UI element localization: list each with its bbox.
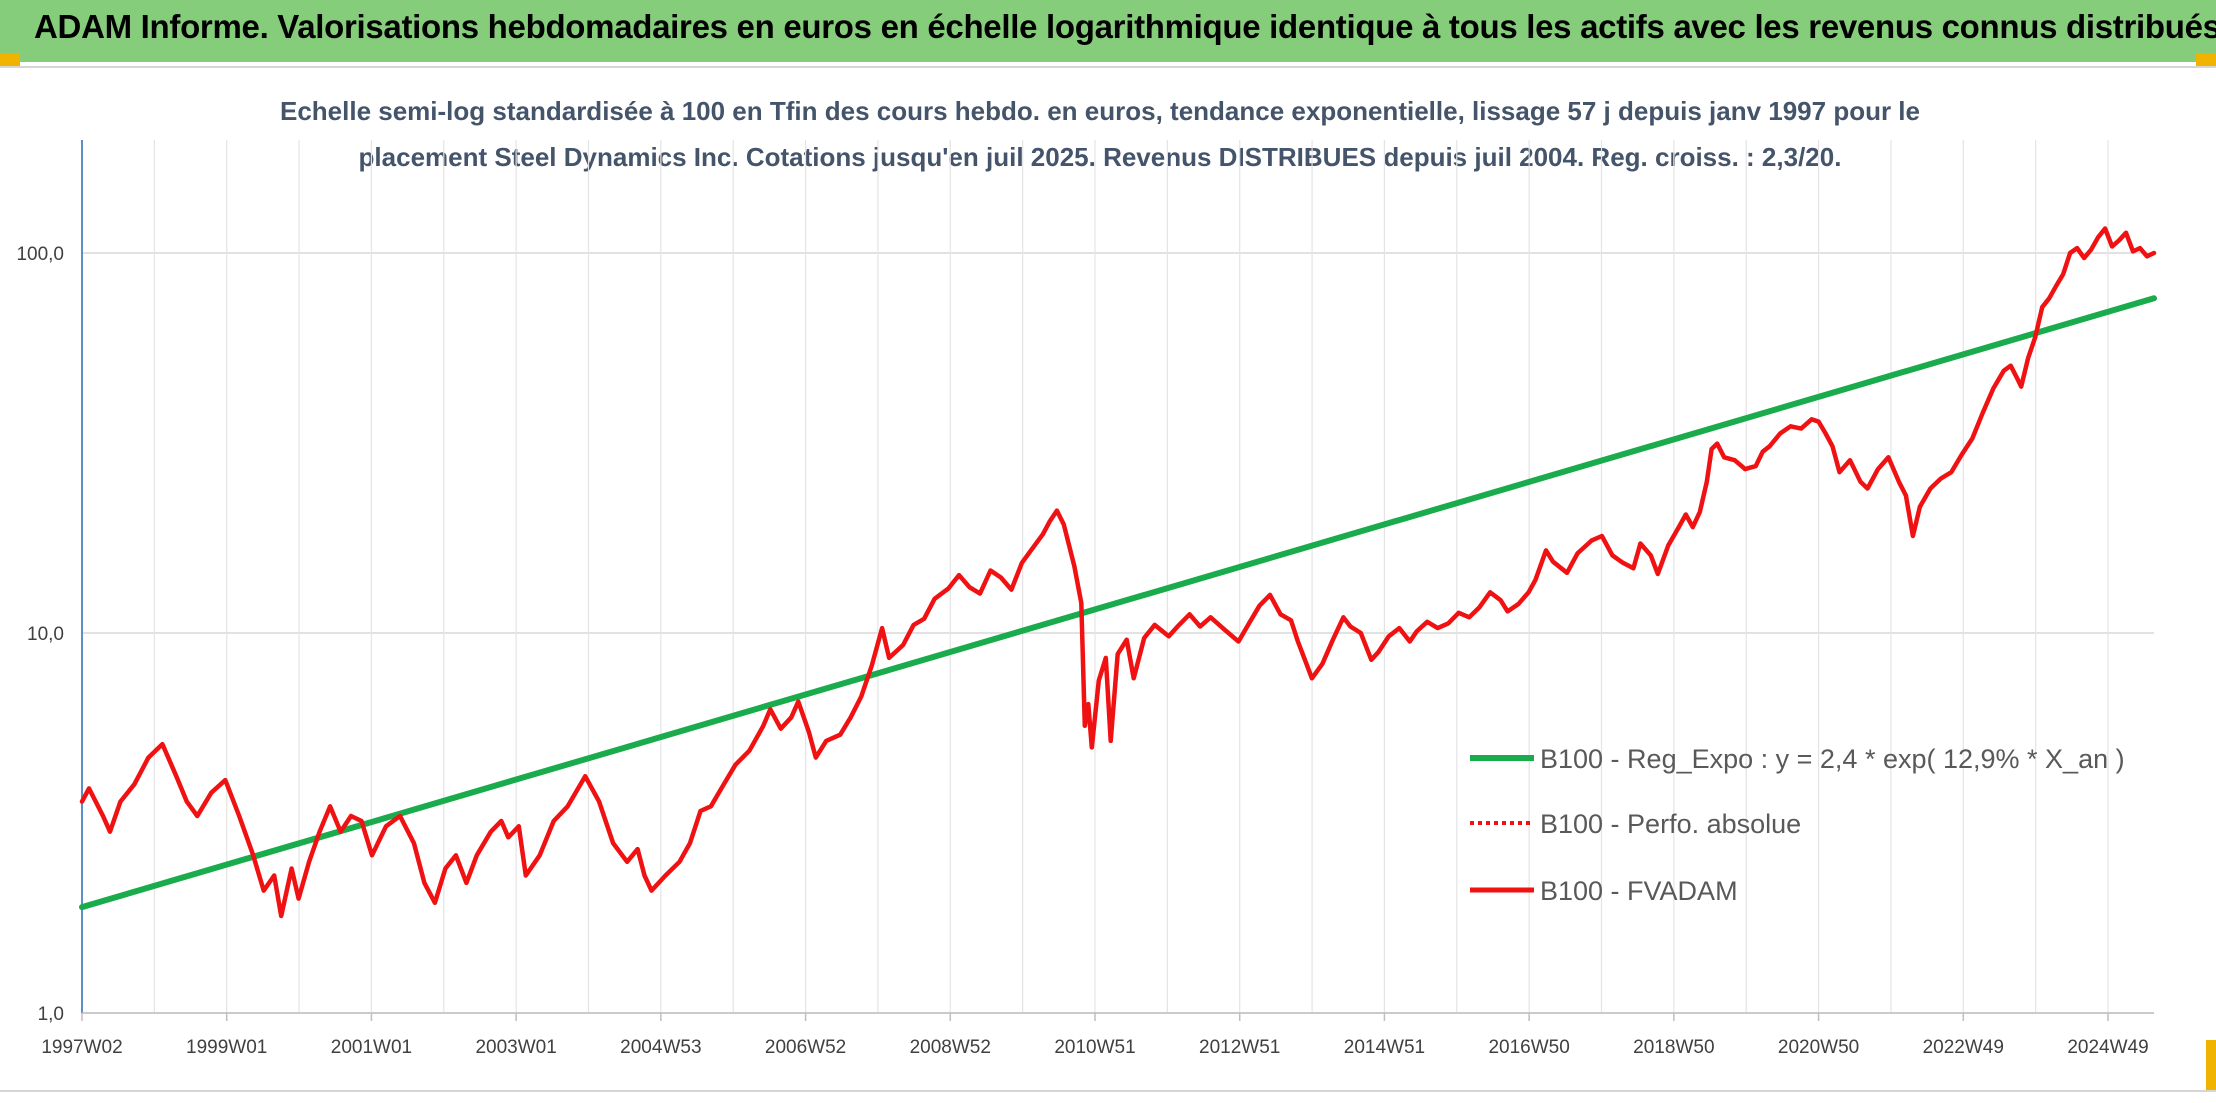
legend-item-reg-expo-label: B100 - Reg_Expo : y = 2,4 * exp( 12,9% *… — [1540, 744, 2125, 774]
frame-bottom-line — [0, 1090, 2216, 1092]
x-tick-label: 2004W53 — [620, 1037, 701, 1058]
frame-top-line — [0, 66, 2216, 68]
series-lines — [79, 226, 2157, 919]
report-banner: ADAM Informe. Valorisations hebdomadaire… — [0, 0, 2216, 62]
corner-marker-right — [2196, 54, 2216, 68]
chart-title-line-1: Echelle semi-log standardisée à 100 en T… — [279, 96, 1920, 126]
x-tick-label: 2010W51 — [1054, 1037, 1135, 1058]
gridlines — [81, 140, 2154, 1014]
y-tick-label: 10,0 — [27, 624, 64, 645]
x-tick-label: 2020W50 — [1778, 1037, 1859, 1058]
x-tick-label: 2001W01 — [331, 1037, 412, 1058]
series-line-fvadam — [79, 226, 2157, 919]
y-tick-label: 100,0 — [16, 244, 64, 265]
corner-marker-left — [0, 54, 20, 68]
legend-item-fvadam-label: B100 - FVADAM — [1540, 876, 1738, 906]
x-tick-label: 2014W51 — [1344, 1037, 1425, 1058]
x-tick-label: 1997W02 — [41, 1037, 122, 1058]
legend-item-perfo-label: B100 - Perfo. absolue — [1540, 809, 1801, 839]
report-title: ADAM Informe. Valorisations hebdomadaire… — [34, 8, 2216, 45]
x-tick-label: 2012W51 — [1199, 1037, 1280, 1058]
legend: B100 - Reg_Expo : y = 2,4 * exp( 12,9% *… — [1470, 744, 2125, 906]
series-line-reg-expo — [79, 295, 2157, 911]
x-tick-label: 2024W49 — [2067, 1037, 2148, 1058]
x-tick-label: 2022W49 — [1923, 1037, 2004, 1058]
corner-marker-bottom-right — [2206, 1040, 2216, 1090]
x-tick-label: 2016W50 — [1488, 1037, 1569, 1058]
y-tick-label: 1,0 — [38, 1004, 64, 1025]
x-tick-label: 2018W50 — [1633, 1037, 1714, 1058]
axes: 1,0 10,0 100,0 1997W02 1999W01 2001W01 2003W01… — [16, 140, 2154, 1058]
chart-title-line-2: placement Steel Dynamics Inc. Cotations … — [358, 142, 1842, 172]
x-tick-label: 2006W52 — [765, 1037, 846, 1058]
x-tick-label: 2008W52 — [910, 1037, 991, 1058]
x-tick-label: 1999W01 — [186, 1037, 267, 1058]
x-tick-label: 2003W01 — [475, 1037, 556, 1058]
